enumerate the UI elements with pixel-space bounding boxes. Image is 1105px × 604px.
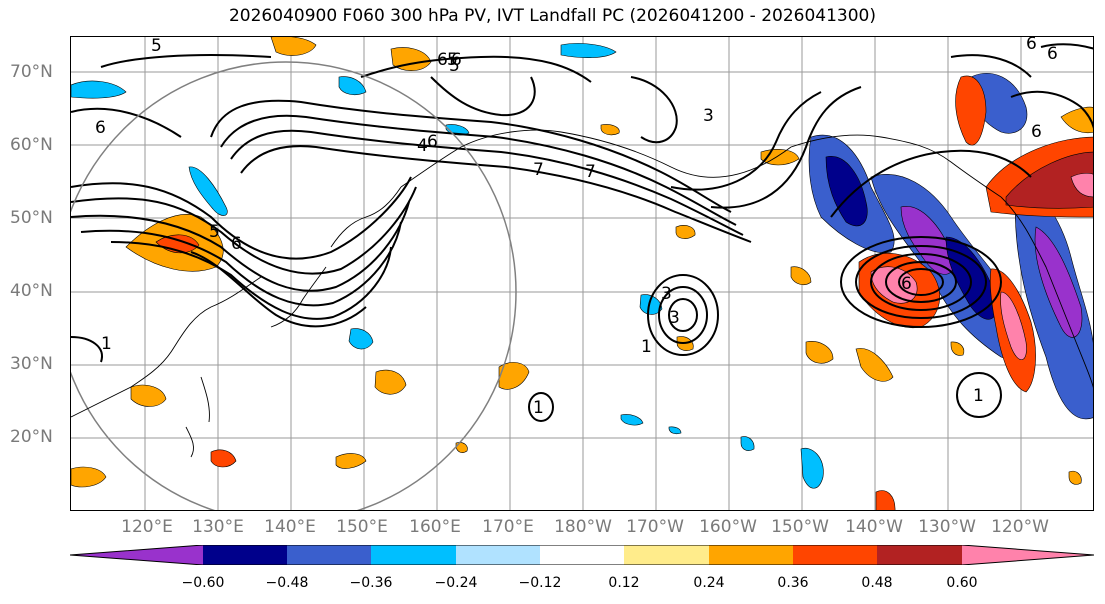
contour-label: 5 [449, 56, 460, 76]
map-panel: 5 6 5 6 1 6 6 4 5 6 7 7 6 5 1 1 3 3 6 1 … [70, 36, 1094, 511]
colorbar-segment [793, 545, 877, 565]
lon-label-180w: 180°W [554, 517, 612, 537]
contour-label: 3 [661, 284, 672, 304]
contour-label: 6 [901, 274, 912, 294]
lat-label-50n: 50°N [10, 208, 53, 228]
colorbar-segment [203, 545, 287, 565]
lon-label-160w: 160°W [699, 517, 757, 537]
colorbar-tick: −0.48 [265, 575, 309, 591]
lon-label-120w: 120°W [991, 517, 1049, 537]
contour-label: 7 [533, 160, 544, 180]
lon-label-140e: 140°E [264, 517, 316, 537]
colorbar-segment [624, 545, 709, 565]
lon-label-150e: 150°E [336, 517, 388, 537]
contour-label: 6 [427, 132, 438, 152]
contour-label: 5 [447, 50, 458, 70]
contour-label: 7 [585, 162, 596, 182]
contour-label: 3 [669, 308, 680, 328]
coastlines [71, 129, 1093, 458]
colorbar-segment [70, 545, 203, 565]
contour-label: 6 [437, 50, 448, 70]
lon-label-160e: 160°E [409, 517, 461, 537]
lat-label-20n: 20°N [10, 427, 53, 447]
contour-label: 1 [641, 337, 652, 357]
lat-label-40n: 40°N [10, 281, 53, 301]
lon-label-130e: 130°E [192, 517, 244, 537]
colorbar-tick: 0.48 [861, 575, 893, 591]
contour-label: 6 [231, 234, 242, 254]
landfall-radius-circle [71, 61, 517, 510]
lat-label-30n: 30°N [10, 354, 53, 374]
colorbar-tick: 0.12 [608, 575, 640, 591]
map-canvas: 5 6 5 6 1 6 6 4 5 6 7 7 6 5 1 1 3 3 6 1 … [71, 37, 1093, 510]
contour-label: 6 [1047, 44, 1058, 64]
colorbar-segment [371, 545, 456, 565]
colorbar-segment [540, 545, 624, 565]
colorbar-segment [709, 545, 793, 565]
lon-label-130w: 130°W [918, 517, 976, 537]
colorbar [70, 545, 1094, 565]
contour-label: 3 [703, 106, 714, 126]
colorbar-segment [456, 545, 540, 565]
lon-label-120e: 120°E [121, 517, 173, 537]
colorbar-tick: −0.60 [181, 575, 225, 591]
contour-label: 4 [417, 136, 428, 156]
lat-label-70n: 70°N [10, 62, 53, 82]
contour-labels: 5 6 5 6 1 6 6 4 5 6 7 7 6 5 1 1 3 3 6 1 … [95, 37, 1058, 418]
contour-label: 6 [1031, 122, 1042, 142]
contour-label: 6 [1026, 37, 1037, 54]
contour-label: 5 [151, 37, 162, 56]
colorbar-tick: 0.24 [693, 575, 725, 591]
colorbar-tick: 0.36 [777, 575, 809, 591]
colorbar-segment [287, 545, 371, 565]
contour-label: 1 [101, 334, 112, 354]
lon-label-150w: 150°W [771, 517, 829, 537]
pv-contours [71, 43, 1093, 422]
colorbar-segments [70, 545, 1094, 565]
lon-label-140w: 140°W [845, 517, 903, 537]
contour-label: 6 [451, 50, 462, 70]
colorbar-tick: −0.36 [349, 575, 393, 591]
contour-label: 1 [533, 398, 544, 418]
contour-label: 1 [973, 386, 984, 406]
colorbar-segment [877, 545, 962, 565]
map-title: 2026040900 F060 300 hPa PV, IVT Landfall… [228, 6, 876, 26]
lat-label-60n: 60°N [10, 135, 53, 155]
contour-label: 5 [209, 222, 220, 242]
colorbar-tick: 0.60 [946, 575, 978, 591]
contour-label: 6 [95, 118, 106, 138]
colorbar-segment [962, 545, 1094, 565]
colorbar-tick: −0.24 [434, 575, 478, 591]
lon-label-170w: 170°W [626, 517, 684, 537]
lon-label-170e: 170°E [482, 517, 534, 537]
colorbar-tick: −0.12 [518, 575, 562, 591]
